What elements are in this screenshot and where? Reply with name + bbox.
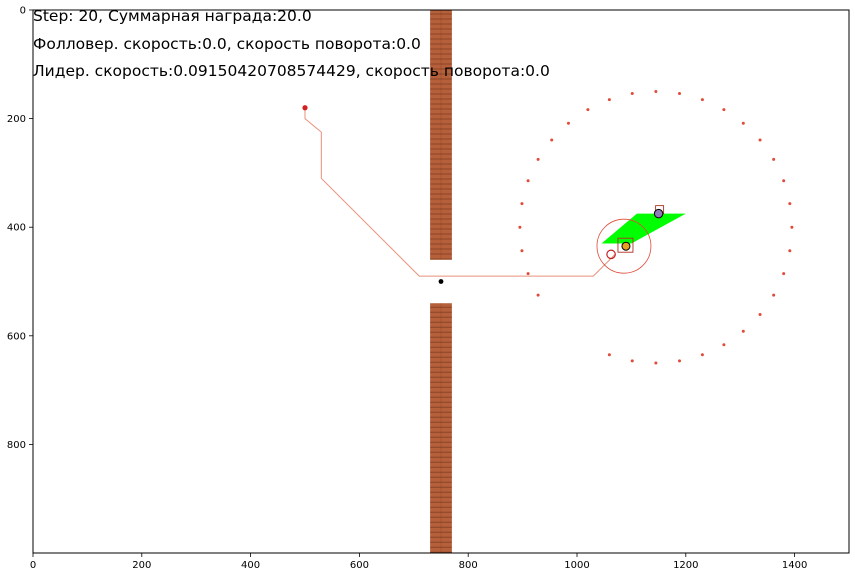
waypoint-dot bbox=[677, 359, 681, 363]
waypoint-dot bbox=[788, 202, 792, 206]
walls-layer bbox=[430, 10, 452, 553]
hud-step-reward: Step: 20, Суммарная награда:20.0 bbox=[33, 7, 312, 25]
waypoint-dot bbox=[566, 121, 570, 125]
waypoint-dot bbox=[782, 272, 786, 276]
x-tick-label: 0 bbox=[30, 560, 36, 571]
waypoint-dot bbox=[518, 225, 522, 229]
x-tick-label: 1200 bbox=[673, 560, 698, 571]
leader-path bbox=[304, 107, 616, 277]
waypoint-dot bbox=[741, 329, 745, 333]
follower-sensor-area bbox=[601, 213, 686, 244]
waypoint-dot bbox=[700, 98, 704, 102]
waypoint-dot bbox=[586, 108, 590, 112]
waypoint-dot bbox=[788, 249, 792, 253]
axis-ticks: 0 200 400 600 800 1000 1200 1400 0 200 400 600 800 bbox=[7, 6, 807, 572]
waypoint-dot bbox=[772, 293, 776, 297]
waypoint-dot bbox=[782, 179, 786, 183]
waypoint-dot bbox=[520, 202, 524, 206]
waypoint-dot bbox=[630, 92, 634, 96]
waypoint-dot bbox=[758, 138, 762, 142]
waypoint-dot bbox=[536, 157, 540, 161]
x-tick-label: 200 bbox=[132, 560, 151, 571]
wall-2 bbox=[430, 303, 452, 553]
waypoint-dot bbox=[607, 353, 611, 357]
plot-frame bbox=[32, 9, 850, 554]
waypoint-dot bbox=[772, 157, 776, 161]
paths-layer bbox=[302, 105, 616, 284]
waypoint-dot bbox=[607, 98, 611, 102]
y-tick-label: 800 bbox=[7, 440, 26, 451]
waypoint-dot bbox=[758, 312, 762, 316]
y-tick-label: 200 bbox=[7, 114, 26, 125]
follower-box bbox=[617, 237, 634, 253]
waypoint-dot bbox=[654, 361, 658, 365]
start-point bbox=[302, 105, 308, 111]
x-tick-label: 1000 bbox=[564, 560, 589, 571]
waypoint-dot bbox=[520, 249, 524, 253]
waypoint-dot bbox=[654, 89, 658, 93]
follower-radius bbox=[596, 218, 652, 274]
waypoint-dot bbox=[526, 272, 530, 276]
waypoint-dot bbox=[741, 121, 745, 125]
waypoint-dot bbox=[722, 108, 726, 112]
y-tick-label: 600 bbox=[7, 331, 26, 342]
agents-layer bbox=[596, 205, 686, 274]
y-tick-label: 400 bbox=[7, 223, 26, 234]
waypoint-dot bbox=[700, 353, 704, 357]
waypoint-dot bbox=[536, 293, 540, 297]
x-tick-label: 800 bbox=[459, 560, 478, 571]
hud-leader-status: Лидер. скорость:0.09150420708574429, ско… bbox=[33, 62, 550, 80]
gate-point bbox=[438, 279, 444, 284]
waypoint-dot bbox=[526, 179, 530, 183]
waypoint-dot bbox=[790, 225, 794, 229]
target-marker bbox=[606, 249, 616, 260]
leader-robot bbox=[653, 208, 664, 219]
waypoints-layer bbox=[518, 89, 794, 365]
wall-1 bbox=[430, 10, 452, 260]
y-tick-label: 0 bbox=[20, 6, 26, 17]
waypoint-dot bbox=[550, 138, 554, 142]
x-tick-label: 600 bbox=[350, 560, 369, 571]
waypoint-dot bbox=[677, 92, 681, 96]
x-tick-label: 1400 bbox=[782, 560, 807, 571]
waypoint-dot bbox=[630, 359, 634, 363]
x-tick-label: 400 bbox=[241, 560, 260, 571]
follower-robot bbox=[621, 241, 631, 251]
waypoint-dot bbox=[722, 343, 726, 347]
hud-follower-status: Фолловер. скорость:0.0, скорость поворот… bbox=[33, 35, 421, 53]
